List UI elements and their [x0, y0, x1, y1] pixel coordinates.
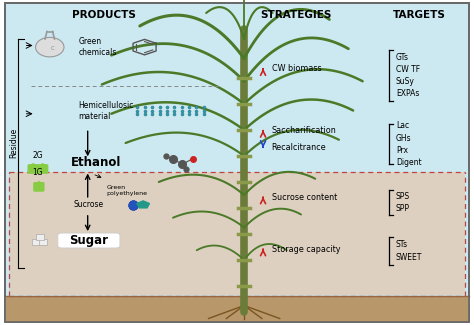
Text: 2G: 2G — [33, 151, 43, 160]
Bar — [5, 296, 469, 322]
Text: Sucrose content: Sucrose content — [272, 193, 337, 202]
Text: STs
SWEET: STs SWEET — [396, 240, 422, 262]
FancyBboxPatch shape — [58, 233, 120, 248]
Text: Green
chemicals: Green chemicals — [78, 37, 117, 57]
Text: 1G: 1G — [33, 168, 43, 177]
Text: Saccharification: Saccharification — [272, 126, 337, 135]
FancyBboxPatch shape — [39, 239, 47, 245]
Text: Sugar: Sugar — [70, 234, 109, 247]
Text: Sucrose: Sucrose — [73, 200, 104, 209]
Text: Green
polyethylene: Green polyethylene — [107, 185, 147, 196]
Polygon shape — [30, 163, 36, 165]
Text: Hemicellulosic
material: Hemicellulosic material — [78, 101, 134, 121]
Circle shape — [36, 37, 64, 57]
Text: Lac
GHs
Prx
Digent: Lac GHs Prx Digent — [396, 122, 421, 167]
FancyBboxPatch shape — [36, 234, 44, 240]
FancyBboxPatch shape — [27, 164, 39, 174]
Text: Ethanol: Ethanol — [71, 156, 121, 169]
Text: STRATEGIES: STRATEGIES — [261, 10, 332, 20]
Text: GTs
CW TF
SuSy
EXPAs: GTs CW TF SuSy EXPAs — [396, 53, 420, 98]
Polygon shape — [137, 201, 149, 208]
Polygon shape — [36, 181, 42, 183]
Text: Recalcitrance: Recalcitrance — [272, 143, 326, 152]
Text: SPS
SPP: SPS SPP — [396, 192, 410, 213]
FancyBboxPatch shape — [37, 164, 48, 174]
Text: Storage capacity: Storage capacity — [272, 245, 340, 254]
Bar — [9, 172, 465, 295]
FancyBboxPatch shape — [33, 182, 45, 192]
Text: C: C — [50, 46, 54, 51]
Polygon shape — [39, 163, 46, 165]
Text: CW biomass: CW biomass — [272, 64, 321, 73]
Text: TARGETS: TARGETS — [393, 10, 446, 20]
FancyBboxPatch shape — [32, 239, 40, 245]
Text: Residue: Residue — [9, 128, 18, 158]
Text: PRODUCTS: PRODUCTS — [73, 10, 136, 20]
